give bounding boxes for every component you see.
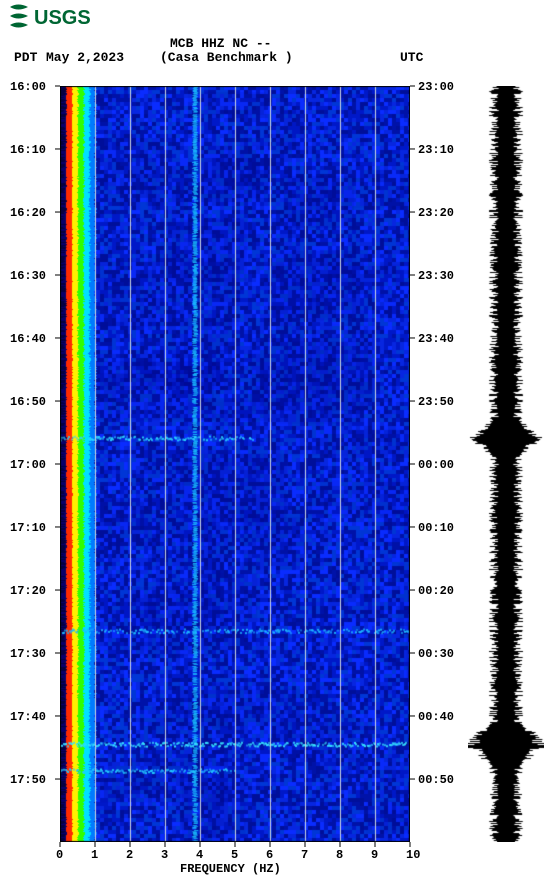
y-tick-left: 17:30 bbox=[10, 647, 46, 661]
date-label: May 2,2023 bbox=[46, 50, 124, 65]
x-tick: 6 bbox=[266, 848, 273, 862]
chart-title-line1: MCB HHZ NC -- bbox=[170, 36, 271, 51]
x-tick: 10 bbox=[406, 848, 420, 862]
y-tick-left: 17:40 bbox=[10, 710, 46, 724]
x-tick: 3 bbox=[161, 848, 168, 862]
y-tick-left: 16:50 bbox=[10, 395, 46, 409]
y-tick-right: 00:50 bbox=[418, 773, 454, 787]
x-tick: 0 bbox=[56, 848, 63, 862]
x-tick: 8 bbox=[336, 848, 343, 862]
y-tick-left: 16:20 bbox=[10, 206, 46, 220]
y-tick-right: 23:30 bbox=[418, 269, 454, 283]
x-axis-title: FREQUENCY (HZ) bbox=[180, 862, 281, 876]
y-tick-left: 17:50 bbox=[10, 773, 46, 787]
spectrogram-canvas bbox=[60, 86, 410, 842]
y-tick-left: 16:10 bbox=[10, 143, 46, 157]
y-tick-right: 23:40 bbox=[418, 332, 454, 346]
y-tick-left: 17:10 bbox=[10, 521, 46, 535]
chart-title-line2: (Casa Benchmark ) bbox=[160, 50, 293, 65]
spectrogram-chart bbox=[60, 86, 410, 842]
timezone-left: PDT bbox=[14, 50, 37, 65]
y-tick-left: 17:00 bbox=[10, 458, 46, 472]
svg-text:USGS: USGS bbox=[34, 7, 91, 29]
x-tick: 9 bbox=[371, 848, 378, 862]
y-tick-right: 23:10 bbox=[418, 143, 454, 157]
x-tick: 7 bbox=[301, 848, 308, 862]
x-tick: 4 bbox=[196, 848, 203, 862]
y-tick-left: 17:20 bbox=[10, 584, 46, 598]
y-tick-right: 00:10 bbox=[418, 521, 454, 535]
y-tick-right: 00:00 bbox=[418, 458, 454, 472]
y-tick-right: 00:40 bbox=[418, 710, 454, 724]
y-tick-left: 16:00 bbox=[10, 80, 46, 94]
y-tick-right: 23:20 bbox=[418, 206, 454, 220]
y-tick-right: 00:30 bbox=[418, 647, 454, 661]
usgs-logo: USGS bbox=[8, 4, 108, 35]
x-tick: 2 bbox=[126, 848, 133, 862]
y-tick-left: 16:30 bbox=[10, 269, 46, 283]
waveform-panel bbox=[468, 86, 544, 842]
y-tick-right: 23:00 bbox=[418, 80, 454, 94]
waveform-canvas bbox=[468, 86, 544, 842]
y-tick-right: 00:20 bbox=[418, 584, 454, 598]
x-tick: 5 bbox=[231, 848, 238, 862]
y-tick-right: 23:50 bbox=[418, 395, 454, 409]
y-tick-left: 16:40 bbox=[10, 332, 46, 346]
timezone-right: UTC bbox=[400, 50, 423, 65]
x-tick: 1 bbox=[91, 848, 98, 862]
